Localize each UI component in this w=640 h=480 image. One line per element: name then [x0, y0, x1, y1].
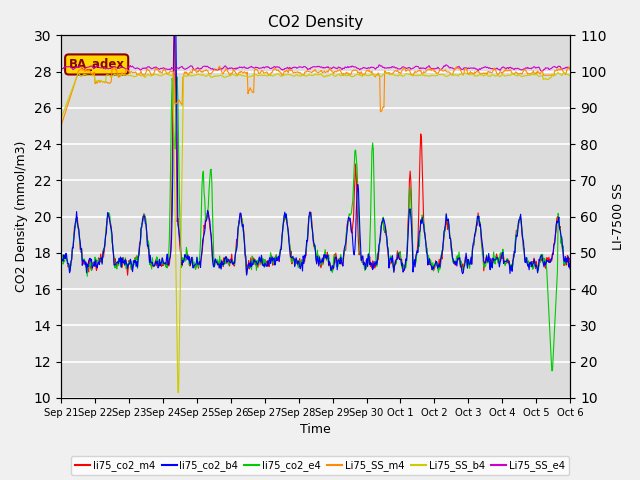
- Y-axis label: LI-7500 SS: LI-7500 SS: [612, 183, 625, 250]
- Y-axis label: CO2 Density (mmol/m3): CO2 Density (mmol/m3): [15, 141, 28, 292]
- Text: BA_adex: BA_adex: [68, 58, 125, 71]
- Title: CO2 Density: CO2 Density: [268, 15, 364, 30]
- Legend: li75_co2_m4, li75_co2_b4, li75_co2_e4, Li75_SS_m4, Li75_SS_b4, Li75_SS_e4: li75_co2_m4, li75_co2_b4, li75_co2_e4, L…: [71, 456, 569, 475]
- X-axis label: Time: Time: [300, 423, 331, 436]
